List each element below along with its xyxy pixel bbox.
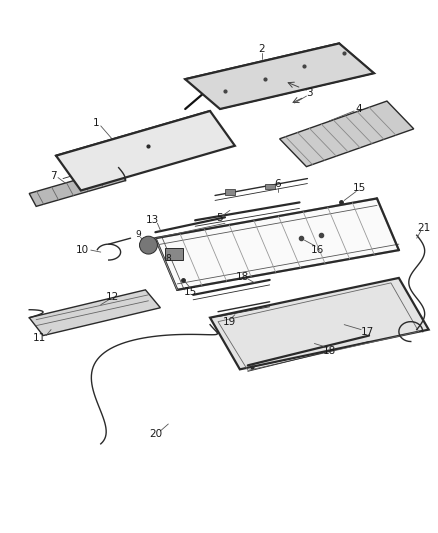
Polygon shape (29, 290, 160, 336)
Text: 18: 18 (323, 346, 336, 357)
Polygon shape (185, 43, 374, 109)
Text: 11: 11 (32, 333, 46, 343)
Text: 5: 5 (217, 213, 223, 223)
Text: 6: 6 (274, 179, 281, 189)
Text: 21: 21 (417, 223, 430, 233)
Text: 2: 2 (258, 44, 265, 54)
Text: 20: 20 (149, 429, 162, 439)
Text: 4: 4 (356, 104, 362, 114)
Text: 16: 16 (311, 245, 324, 255)
Text: 12: 12 (106, 292, 119, 302)
Text: 3: 3 (306, 88, 313, 98)
Bar (225, 190, 235, 196)
Text: 13: 13 (146, 215, 159, 225)
Polygon shape (29, 168, 126, 206)
Text: 18: 18 (236, 272, 250, 282)
Bar (165, 248, 183, 260)
Text: 9: 9 (136, 230, 141, 239)
Text: 10: 10 (76, 245, 89, 255)
Text: 15: 15 (184, 287, 197, 297)
Bar (265, 183, 275, 190)
Polygon shape (155, 198, 399, 290)
Polygon shape (279, 101, 414, 167)
Text: 8: 8 (166, 254, 171, 263)
Circle shape (140, 236, 157, 254)
Text: 1: 1 (92, 118, 99, 128)
Polygon shape (210, 278, 429, 369)
Text: 19: 19 (223, 317, 237, 327)
Text: 7: 7 (50, 171, 57, 181)
Text: 15: 15 (353, 183, 366, 193)
Text: 17: 17 (360, 327, 374, 336)
Polygon shape (56, 111, 235, 190)
